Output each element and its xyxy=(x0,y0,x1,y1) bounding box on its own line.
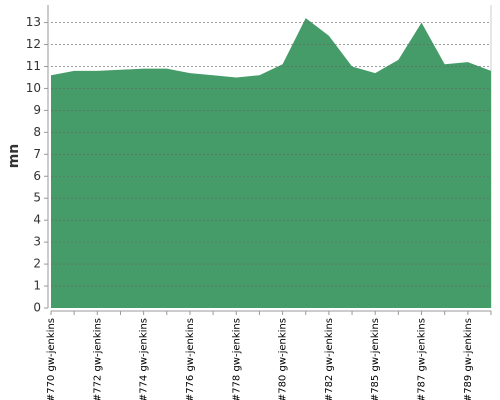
x-tick-label: #785 gw-jenkins xyxy=(370,318,381,400)
y-tick-label: 6 xyxy=(33,169,41,183)
x-tick-label: #774 gw-jenkins xyxy=(139,318,150,400)
y-axis-label: mn xyxy=(6,144,22,169)
y-tick-label: 1 xyxy=(33,279,41,293)
x-tick-label: #789 gw-jenkins xyxy=(463,318,474,400)
x-tick-label: #782 gw-jenkins xyxy=(324,318,335,400)
y-tick-label: 9 xyxy=(33,103,41,117)
x-tick-label: #772 gw-jenkins xyxy=(92,318,103,400)
y-tick-label: 7 xyxy=(33,147,41,161)
y-tick-label: 12 xyxy=(26,37,41,51)
y-tick-label: 5 xyxy=(33,191,41,205)
x-tick-label: #780 gw-jenkins xyxy=(278,318,289,400)
y-tick-label: 0 xyxy=(33,301,41,315)
y-tick-label: 8 xyxy=(33,125,41,139)
area xyxy=(51,18,491,308)
y-tick-label: 10 xyxy=(26,81,41,95)
y-tick-label: 2 xyxy=(33,257,41,271)
x-tick-label: #776 gw-jenkins xyxy=(185,318,196,400)
x-tick-label: #787 gw-jenkins xyxy=(417,318,428,400)
y-tick-label: 11 xyxy=(26,59,41,73)
y-tick-label: 13 xyxy=(26,15,41,29)
y-tick-label: 4 xyxy=(33,213,41,227)
y-tick-label: 3 xyxy=(33,235,41,249)
x-tick-label: #770 gw-jenkins xyxy=(46,318,57,400)
x-tick-label: #778 gw-jenkins xyxy=(231,318,242,400)
